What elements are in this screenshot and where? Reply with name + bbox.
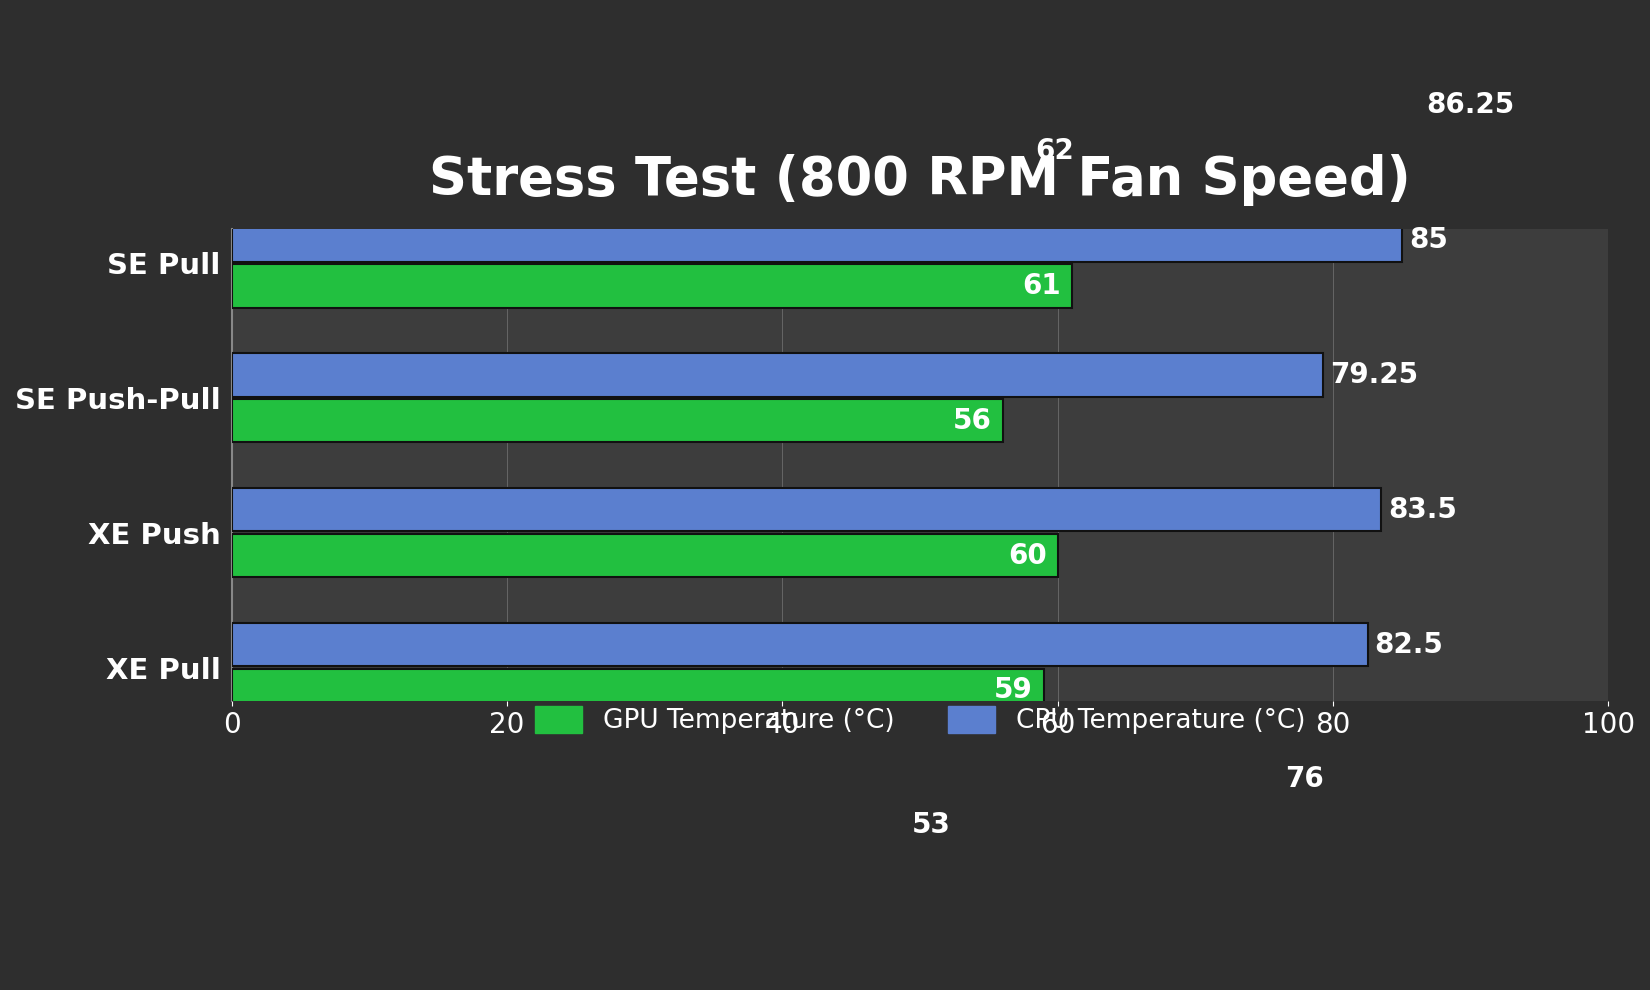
Text: 82.5: 82.5	[1374, 631, 1444, 658]
Text: 56: 56	[952, 407, 992, 435]
Text: 62: 62	[1036, 138, 1074, 165]
Title: Stress Test (800 RPM Fan Speed): Stress Test (800 RPM Fan Speed)	[429, 153, 1411, 206]
Bar	[233, 130, 1086, 172]
Text: 53: 53	[911, 811, 950, 840]
Bar	[233, 623, 1368, 666]
Text: 86.25: 86.25	[1426, 91, 1515, 120]
Text: 60: 60	[1008, 542, 1046, 569]
Text: 76: 76	[1285, 765, 1323, 793]
Text: 59: 59	[995, 676, 1033, 705]
Text: 85: 85	[1409, 226, 1447, 254]
Bar	[233, 219, 1402, 261]
Bar	[233, 399, 1003, 443]
Text: 79.25: 79.25	[1330, 361, 1417, 389]
Bar	[233, 488, 1381, 532]
Bar	[233, 264, 1071, 308]
Bar	[233, 758, 1279, 801]
Bar	[233, 353, 1323, 397]
Bar	[233, 804, 962, 846]
Text: 83.5: 83.5	[1388, 496, 1457, 524]
Bar	[233, 84, 1419, 127]
Bar	[233, 669, 1044, 712]
Bar	[233, 534, 1058, 577]
Text: 61: 61	[1021, 272, 1061, 300]
Legend: GPU Temperature (°C), CPU Temperature (°C): GPU Temperature (°C), CPU Temperature (°…	[525, 695, 1317, 744]
